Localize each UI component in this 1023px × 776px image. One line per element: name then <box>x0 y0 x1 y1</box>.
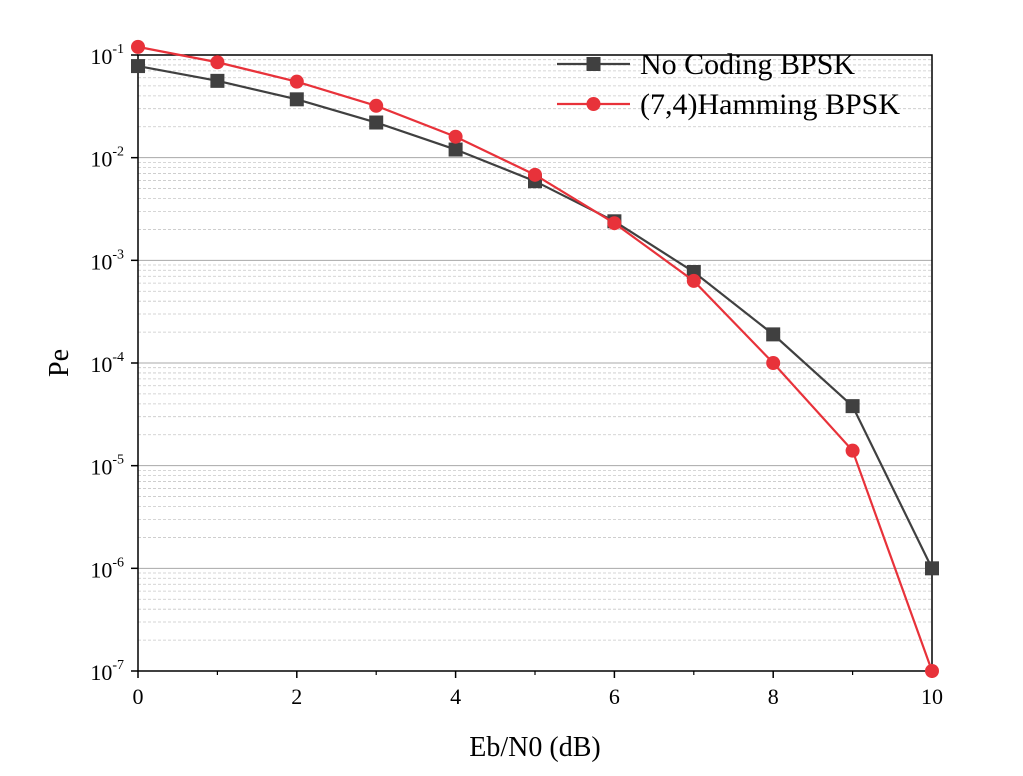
y-tick-label: 10-4 <box>90 350 124 377</box>
data-point <box>131 59 145 74</box>
data-point <box>289 74 304 89</box>
y-tick-label: 10-7 <box>90 658 124 685</box>
y-tick-label: 10-1 <box>90 42 124 69</box>
legend-label: No Coding BPSK <box>640 48 855 81</box>
x-tick-label: 4 <box>450 684 461 709</box>
axes: 0 2 4 6 8 10 10-1 10-2 10-3 10-4 10-5 10-6 10-7 <box>90 42 943 709</box>
y-tick-label: 10-5 <box>90 453 124 480</box>
grid-lines <box>138 54 932 672</box>
data-point <box>925 561 939 576</box>
series-1 <box>131 59 939 576</box>
data-point <box>369 115 384 130</box>
data-point <box>448 142 463 157</box>
x-tick-label: 2 <box>291 684 302 709</box>
legend: No Coding BPSK (7,4)Hamming BPSK <box>557 48 900 121</box>
data-point <box>845 399 860 414</box>
data-point <box>607 216 622 231</box>
data-point <box>845 443 860 458</box>
legend-marker <box>586 57 601 71</box>
x-tick-label: 8 <box>768 684 779 709</box>
data-point <box>766 327 781 342</box>
data-point <box>448 129 463 144</box>
legend-label: (7,4)Hamming BPSK <box>640 88 900 121</box>
x-tick-label: 10 <box>921 684 943 709</box>
legend-marker <box>586 97 601 111</box>
data-point <box>210 73 225 88</box>
y-tick-label: 10-2 <box>90 145 124 172</box>
series-line <box>137 64 933 569</box>
data-point <box>925 664 939 678</box>
x-axis-title: Eb/N0 (dB) <box>469 732 600 763</box>
legend-item-1: No Coding BPSK <box>557 48 855 81</box>
data-point <box>369 98 384 113</box>
series-group <box>131 39 939 678</box>
data-point <box>289 92 304 107</box>
series-2 <box>131 39 939 678</box>
data-point <box>528 167 542 182</box>
x-tick-label: 6 <box>609 684 620 709</box>
legend-item-2: (7,4)Hamming BPSK <box>557 88 900 121</box>
data-point <box>131 39 145 54</box>
data-point <box>210 55 225 70</box>
y-tick-label: 10-3 <box>90 247 124 274</box>
y-axis-title: Pe <box>44 349 75 377</box>
y-tick-label: 10-6 <box>90 555 124 582</box>
data-point <box>766 356 781 370</box>
series-line <box>137 45 934 672</box>
data-point <box>686 273 701 288</box>
x-tick-label: 0 <box>133 684 144 709</box>
